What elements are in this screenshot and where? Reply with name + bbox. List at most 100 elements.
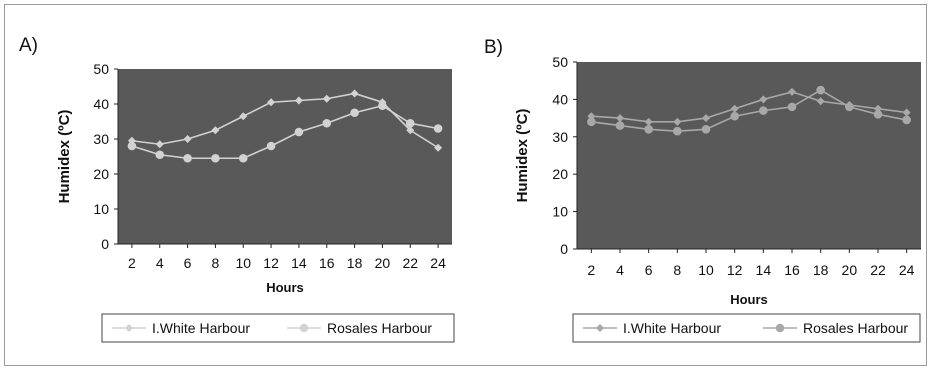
- y-tick-label: 50: [552, 54, 568, 70]
- x-tick-label: 10: [235, 255, 251, 271]
- x-tick-label: 18: [813, 262, 829, 278]
- y-tick-label: 40: [93, 96, 109, 112]
- data-point-circle: [759, 106, 768, 115]
- legend-entry-label: Rosales Harbour: [327, 320, 432, 336]
- data-point-diamond: [759, 95, 768, 104]
- x-tick-label: 20: [375, 255, 391, 271]
- x-tick-label: 20: [842, 262, 858, 278]
- data-point-circle: [378, 101, 387, 111]
- series-line-white-harbour: [131, 92, 439, 149]
- data-point-circle: [615, 121, 625, 130]
- legend-marker-circle: [299, 323, 309, 333]
- series-line-rosales-harbour: [131, 104, 439, 160]
- x-tick-label: 24: [430, 255, 446, 271]
- x-tick-label: 8: [212, 255, 220, 271]
- data-point-circle: [183, 153, 192, 163]
- y-tick-label: 0: [101, 236, 109, 252]
- x-tick-label: 12: [263, 255, 279, 271]
- data-point-diamond: [616, 114, 624, 123]
- x-tick-label: 10: [698, 262, 714, 278]
- data-point-circle: [127, 141, 137, 151]
- data-point-circle: [322, 118, 332, 128]
- data-point-circle: [238, 153, 248, 163]
- legend-box: [101, 313, 455, 343]
- legend: I.White Harbour Rosales Harbour: [572, 313, 921, 343]
- data-point-diamond: [322, 94, 331, 103]
- legend-box: [572, 313, 921, 343]
- data-point-diamond: [406, 126, 415, 135]
- y-tick-label: 50: [93, 61, 109, 77]
- panel-label: B): [484, 37, 503, 58]
- data-point-circle: [816, 85, 825, 95]
- data-point-circle: [873, 110, 883, 119]
- data-point-circle: [787, 102, 797, 112]
- data-point-circle: [211, 153, 220, 163]
- x-tick-label: 8: [673, 262, 681, 278]
- x-tick-label: 2: [128, 255, 136, 271]
- x-tick-label: 16: [319, 255, 335, 271]
- data-point-diamond: [211, 126, 220, 135]
- y-tick-label: 20: [93, 166, 109, 182]
- data-point-diamond: [350, 89, 359, 98]
- x-tick-label: 12: [727, 262, 743, 278]
- legend-marker-diamond: [596, 324, 604, 332]
- data-point-circle: [587, 117, 596, 127]
- y-axis-label: Humidex (ºC): [514, 109, 531, 203]
- x-tick-label: 22: [402, 255, 418, 271]
- data-point-circle: [673, 126, 682, 136]
- series-line-white-harbour: [591, 91, 907, 123]
- data-point-diamond: [902, 108, 911, 117]
- x-tick-label: 22: [870, 262, 886, 278]
- data-point-circle: [644, 125, 653, 134]
- data-point-diamond: [183, 135, 192, 143]
- data-point-diamond: [644, 117, 653, 126]
- data-point-circle: [845, 102, 854, 112]
- y-tick-label: 20: [552, 166, 568, 182]
- data-point-circle: [902, 115, 911, 125]
- data-point-diamond: [788, 87, 796, 96]
- x-axis-label: Hours: [730, 292, 768, 307]
- legend-entry-label: Rosales Harbour: [803, 320, 908, 336]
- y-axis-label: Humidex (ºC): [56, 110, 73, 204]
- data-point-diamond: [673, 117, 682, 126]
- data-point-diamond: [239, 112, 248, 121]
- panel-label: A): [19, 35, 38, 56]
- data-point-circle: [266, 141, 276, 151]
- data-point-circle: [730, 111, 739, 121]
- y-tick-label: 30: [93, 131, 109, 147]
- data-point-diamond: [816, 97, 825, 106]
- y-tick-label: 40: [552, 91, 568, 107]
- x-tick-label: 14: [291, 255, 307, 271]
- y-tick-label: 10: [93, 201, 109, 217]
- data-point-diamond: [702, 114, 710, 123]
- data-point-diamond: [730, 104, 739, 113]
- x-tick-label: 6: [645, 262, 653, 278]
- data-point-diamond: [434, 143, 443, 152]
- data-point-circle: [405, 118, 415, 128]
- data-point-diamond: [267, 98, 276, 107]
- legend-entry-label: I.White Harbour: [152, 320, 250, 336]
- data-point-diamond: [155, 140, 164, 149]
- x-tick-label: 4: [616, 262, 624, 278]
- y-tick-label: 30: [552, 129, 568, 145]
- y-tick-label: 0: [560, 241, 568, 257]
- plot-area: [577, 62, 921, 249]
- legend-entry-label: I.White Harbour: [623, 320, 721, 336]
- legend: I.White Harbour Rosales Harbour: [101, 313, 455, 343]
- legend-marker-circle: [775, 323, 785, 333]
- x-tick-label: 6: [184, 255, 192, 271]
- x-tick-label: 18: [347, 255, 363, 271]
- figure-frame: A) 0 10 20 30 40 50 2 4 6 8 10 12 14 16 18 20 22 24 Hours Hu…: [4, 4, 927, 366]
- series-line-rosales-harbour: [591, 89, 907, 132]
- x-tick-label: 2: [587, 262, 595, 278]
- x-tick-label: 14: [756, 262, 772, 278]
- data-point-circle: [294, 127, 304, 137]
- legend-marker-diamond: [125, 324, 133, 332]
- data-point-circle: [350, 108, 359, 118]
- data-point-diamond: [294, 96, 303, 105]
- y-tick-label: 10: [552, 204, 568, 220]
- x-tick-label: 24: [899, 262, 915, 278]
